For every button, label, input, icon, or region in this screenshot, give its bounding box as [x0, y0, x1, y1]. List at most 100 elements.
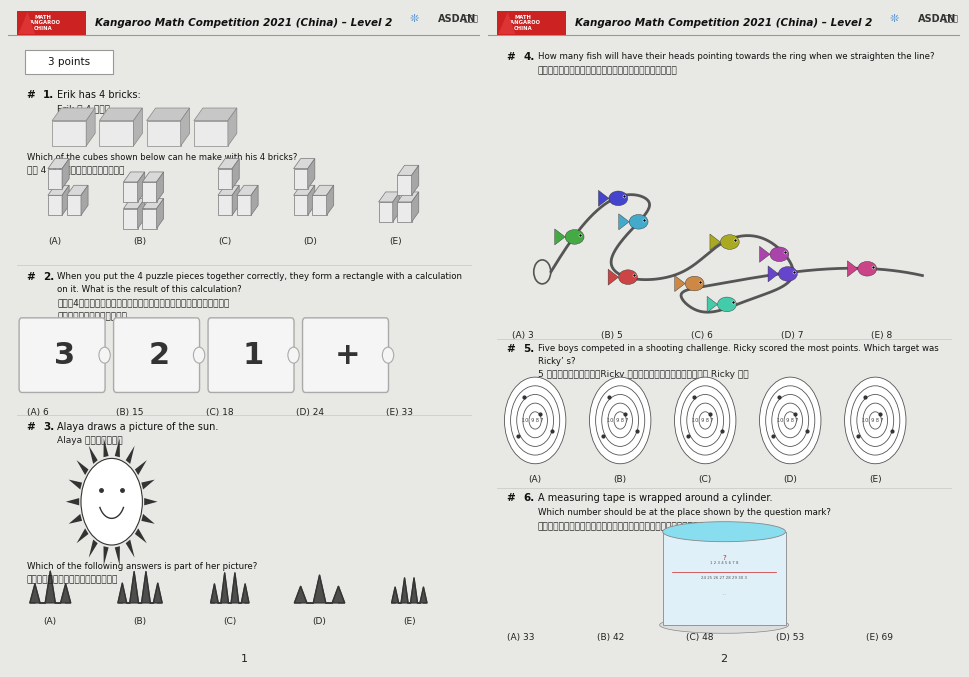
Ellipse shape: [629, 215, 647, 229]
Polygon shape: [218, 185, 239, 195]
Polygon shape: [47, 158, 69, 169]
Text: (C) 48: (C) 48: [686, 633, 713, 642]
Text: 24 25 26 27 28 29 30 3: 24 25 26 27 28 29 30 3: [701, 576, 746, 580]
Polygon shape: [135, 460, 146, 475]
Text: 请问这个算式的答案是多少？: 请问这个算式的答案是多少？: [57, 312, 127, 321]
Circle shape: [673, 377, 735, 464]
Circle shape: [99, 347, 110, 363]
Text: (D) 7: (D) 7: [780, 330, 802, 339]
Polygon shape: [62, 158, 69, 189]
Text: (E) 8: (E) 8: [869, 330, 891, 339]
Text: 4.: 4.: [523, 52, 534, 62]
Text: 把下面的鱼线拉直后，有多少条鱼头是朝着圆环的方向的？: 把下面的鱼线拉直后，有多少条鱼头是朝着圆环的方向的？: [537, 67, 676, 76]
Text: (E): (E): [868, 475, 881, 484]
Polygon shape: [232, 185, 239, 215]
Polygon shape: [66, 498, 79, 506]
Text: ❊: ❊: [889, 14, 898, 24]
Polygon shape: [142, 172, 164, 182]
Text: 5 个男孩进行射击比赛，Ricky 的得分最高。请问下列哪个靶子是 Ricky 的？: 5 个男孩进行射击比赛，Ricky 的得分最高。请问下列哪个靶子是 Ricky …: [537, 370, 747, 380]
Circle shape: [862, 403, 887, 438]
Text: MATH
KANGAROO
CHINA: MATH KANGAROO CHINA: [26, 15, 60, 30]
Polygon shape: [294, 575, 344, 603]
Polygon shape: [104, 438, 109, 457]
Circle shape: [382, 347, 393, 363]
Polygon shape: [554, 229, 565, 245]
FancyBboxPatch shape: [17, 11, 85, 35]
Text: #: #: [506, 493, 518, 503]
Polygon shape: [69, 479, 82, 489]
Text: (C): (C): [698, 475, 711, 484]
Circle shape: [699, 412, 710, 429]
Polygon shape: [99, 121, 134, 146]
Polygon shape: [138, 198, 144, 229]
Polygon shape: [52, 121, 86, 146]
Polygon shape: [674, 276, 684, 292]
Text: 3: 3: [54, 341, 75, 370]
Text: 10  9 8 7: 10 9 8 7: [691, 418, 713, 423]
Text: 阿思丹: 阿思丹: [463, 14, 478, 23]
Polygon shape: [135, 528, 146, 543]
Text: (B) 15: (B) 15: [116, 408, 143, 417]
Polygon shape: [294, 185, 315, 195]
Circle shape: [680, 386, 729, 455]
Polygon shape: [118, 571, 162, 603]
Ellipse shape: [857, 261, 876, 276]
Circle shape: [783, 412, 796, 429]
Polygon shape: [294, 158, 315, 169]
Circle shape: [510, 386, 559, 455]
Polygon shape: [123, 198, 144, 209]
Polygon shape: [218, 158, 239, 169]
Text: 2: 2: [720, 653, 727, 663]
Polygon shape: [391, 577, 426, 603]
Polygon shape: [138, 172, 144, 202]
Polygon shape: [126, 540, 135, 558]
Text: Kangaroo Math Competition 2021 (China) – Level 2: Kangaroo Math Competition 2021 (China) –…: [575, 18, 872, 28]
Polygon shape: [47, 195, 62, 215]
Text: 6.: 6.: [523, 493, 534, 503]
Polygon shape: [89, 445, 98, 464]
Text: (D): (D): [312, 617, 327, 626]
Polygon shape: [77, 528, 88, 543]
Text: on it. What is the result of this calculation?: on it. What is the result of this calcul…: [57, 285, 241, 294]
Polygon shape: [228, 108, 236, 146]
Text: ASDAN: ASDAN: [437, 14, 476, 24]
Polygon shape: [80, 185, 88, 215]
Polygon shape: [18, 12, 35, 34]
Circle shape: [850, 386, 899, 455]
Text: 2: 2: [148, 341, 170, 370]
Polygon shape: [67, 185, 88, 195]
Polygon shape: [294, 195, 307, 215]
Polygon shape: [99, 108, 142, 121]
Text: (E): (E): [402, 617, 415, 626]
Polygon shape: [86, 108, 95, 146]
Text: Which number should be at the place shown by the question mark?: Which number should be at the place show…: [537, 508, 829, 517]
Polygon shape: [598, 190, 609, 206]
Polygon shape: [146, 121, 180, 146]
Text: (D) 24: (D) 24: [296, 408, 324, 417]
Polygon shape: [397, 165, 419, 175]
Polygon shape: [134, 108, 142, 146]
Circle shape: [516, 395, 553, 446]
Polygon shape: [114, 438, 120, 457]
Text: (A) 6: (A) 6: [26, 408, 48, 417]
Text: Kangaroo Math Competition 2021 (China) – Level 2: Kangaroo Math Competition 2021 (China) –…: [95, 18, 392, 28]
Polygon shape: [114, 546, 120, 565]
Text: 5.: 5.: [523, 344, 534, 354]
Text: (B) 5: (B) 5: [601, 330, 622, 339]
Polygon shape: [411, 192, 419, 222]
Circle shape: [595, 386, 644, 455]
Circle shape: [589, 377, 650, 464]
Text: (E) 33: (E) 33: [386, 408, 412, 417]
Text: (D): (D): [303, 237, 317, 246]
Polygon shape: [89, 540, 98, 558]
Text: 1 2 3 4 5 6 7 8: 1 2 3 4 5 6 7 8: [709, 561, 737, 565]
Polygon shape: [67, 195, 80, 215]
Polygon shape: [312, 185, 333, 195]
Text: (A) 3: (A) 3: [511, 330, 533, 339]
Circle shape: [759, 377, 820, 464]
Polygon shape: [312, 195, 327, 215]
Text: How many fish will have their heads pointing towards the ring when we straighten: How many fish will have their heads poin…: [537, 52, 933, 61]
Text: (B) 42: (B) 42: [596, 633, 623, 642]
Text: #: #: [506, 52, 518, 62]
Text: 3.: 3.: [44, 422, 54, 432]
